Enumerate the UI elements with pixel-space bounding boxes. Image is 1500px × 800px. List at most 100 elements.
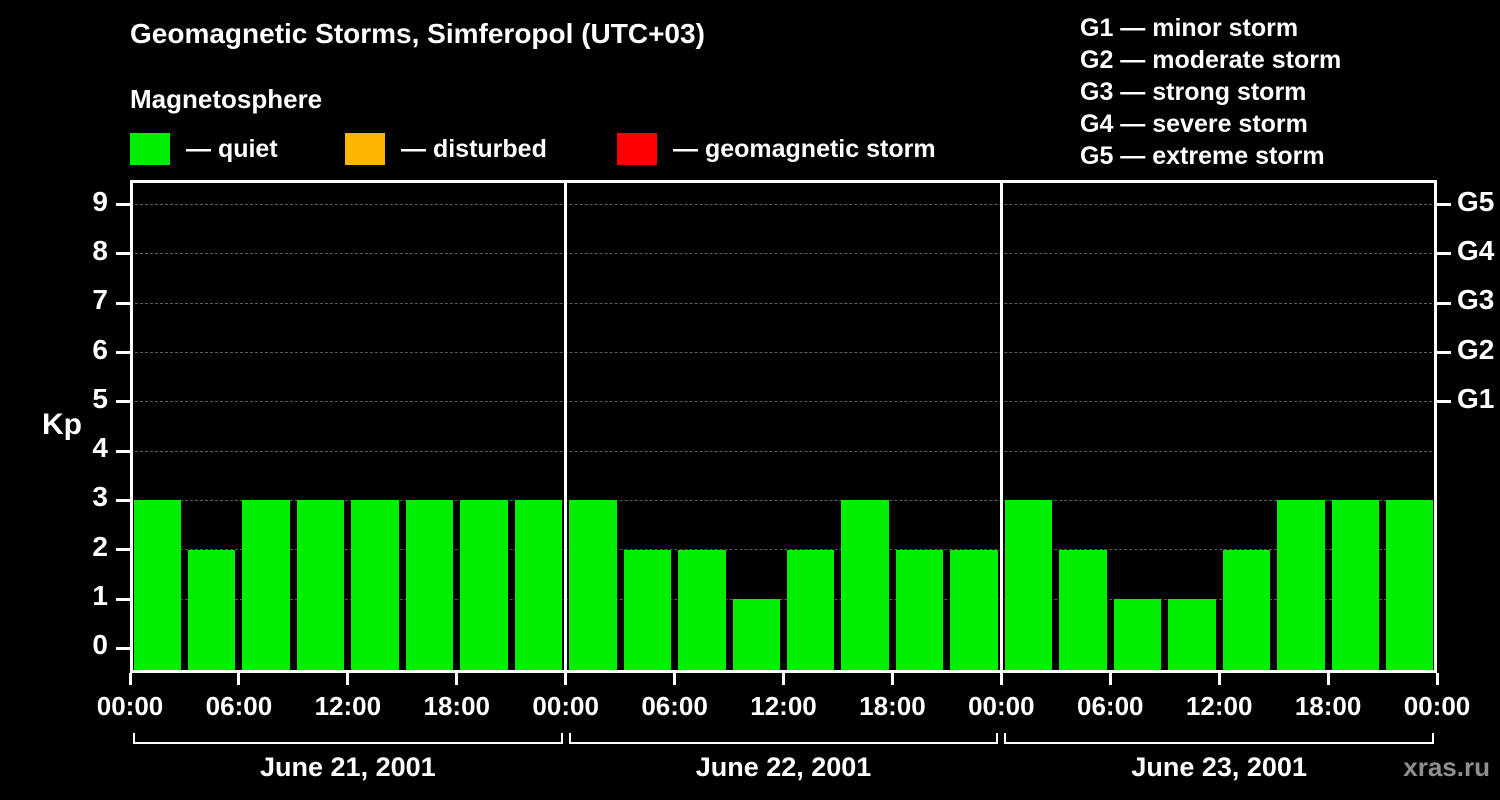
x-tick-label-10: 12:00 — [1185, 691, 1253, 721]
kp-bar-day1-slot6 — [405, 500, 454, 673]
kp-bar-day2-slot7 — [895, 549, 944, 673]
kp-bar-day1-slot2 — [187, 549, 236, 673]
y-tick-kp4 — [116, 449, 130, 453]
y-tick-kp2 — [116, 548, 130, 552]
y-tick-label-kp3: 3 — [92, 481, 108, 513]
x-tick-label-6: 12:00 — [750, 691, 817, 721]
kp-bar-day1-slot8 — [514, 500, 563, 673]
kp-bar-day2-slot8 — [950, 549, 998, 673]
y-tick-label-kp7: 7 — [92, 284, 108, 316]
kp-bar-day3-slot1 — [1004, 500, 1053, 673]
kp-bar-day3-slot4 — [1168, 599, 1216, 673]
kp-bar-day1-slot1 — [133, 500, 181, 673]
kp-bar-day2-slot6 — [841, 500, 889, 673]
x-tick-7 — [890, 673, 894, 685]
x-tick-8 — [999, 673, 1003, 685]
y-tick-kp8 — [116, 252, 130, 256]
right-tick-label-g3: G3 — [1457, 284, 1495, 316]
x-tick-11 — [1326, 673, 1330, 685]
storm-scale-g1: G1 — minor storm — [1080, 14, 1299, 42]
storm-scale-g5: G5 — extreme storm — [1080, 142, 1325, 170]
date-bracket-right-tick-day2 — [996, 733, 999, 742]
gridline-kp7 — [130, 302, 1437, 304]
right-tick-label-g4: G4 — [1457, 234, 1495, 266]
storm-scale-g3: G3 — strong storm — [1080, 78, 1307, 106]
gridline-kp2 — [130, 549, 1437, 551]
kp-bar-day2-slot1 — [569, 500, 617, 673]
x-tick-label-12: 00:00 — [1403, 691, 1471, 721]
y-tick-kp0 — [116, 646, 130, 650]
x-tick-label-11: 18:00 — [1294, 691, 1362, 721]
x-tick-10 — [1217, 673, 1221, 685]
x-tick-4 — [564, 673, 568, 685]
x-tick-label-1: 06:00 — [205, 691, 273, 721]
x-tick-0 — [128, 673, 132, 685]
chart-subtitle: Magnetosphere — [130, 84, 323, 114]
right-tick-g1 — [1437, 400, 1451, 404]
x-tick-label-7: 18:00 — [859, 691, 926, 721]
date-label-day1: June 21, 2001 — [260, 752, 436, 782]
kp-bar-day1-slot5 — [351, 500, 399, 673]
date-bracket-right-tick-day3 — [1432, 733, 1434, 742]
disturbed-color-swatch — [345, 133, 385, 165]
y-tick-label-kp4: 4 — [92, 432, 108, 464]
x-tick-label-9: 06:00 — [1077, 691, 1144, 721]
y-tick-label-kp2: 2 — [92, 530, 108, 562]
x-tick-1 — [237, 673, 241, 685]
y-tick-kp6 — [116, 351, 130, 355]
date-bracket-left-tick-day3 — [1004, 733, 1007, 742]
date-bracket-day2 — [568, 742, 999, 744]
storm-color-swatch — [617, 133, 657, 165]
day-separator-2 — [999, 180, 1003, 673]
y-tick-label-kp5: 5 — [92, 382, 108, 414]
date-bracket-left-tick-day2 — [568, 733, 571, 742]
legend-item-storm: — geomagnetic storm — [617, 132, 936, 166]
y-tick-kp5 — [116, 400, 130, 404]
date-bracket-left-tick-day1 — [133, 733, 135, 742]
right-tick-label-g1: G1 — [1457, 382, 1495, 414]
x-tick-label-8: 00:00 — [968, 691, 1035, 721]
x-tick-2 — [346, 673, 350, 685]
y-tick-label-kp0: 0 — [92, 629, 108, 661]
date-bracket-day1 — [133, 742, 563, 744]
storm-scale-legend: G1 — minor storm G2 — moderate storm G3 … — [1080, 12, 1341, 172]
legend-label-disturbed: — disturbed — [401, 134, 547, 163]
x-tick-label-4: 00:00 — [532, 691, 599, 721]
gridline-kp9 — [130, 204, 1437, 206]
legend-item-quiet: — quiet — [130, 132, 278, 166]
gridline-kp1 — [130, 598, 1437, 600]
x-tick-6 — [782, 673, 785, 685]
right-tick-g5 — [1437, 203, 1451, 207]
quiet-color-swatch — [130, 133, 170, 165]
watermark: xras.ru — [1403, 752, 1490, 782]
x-tick-label-3: 18:00 — [423, 691, 491, 721]
legend-label-quiet: — quiet — [186, 134, 278, 163]
date-bracket-day3 — [1004, 742, 1434, 744]
kp-bar-day3-slot8 — [1386, 500, 1434, 673]
kp-bar-day1-slot4 — [296, 500, 345, 673]
day-separator-1 — [564, 180, 568, 673]
gridline-kp3 — [130, 499, 1437, 501]
x-tick-3 — [455, 673, 459, 685]
y-tick-label-kp6: 6 — [92, 333, 108, 365]
date-label-day3: June 23, 2001 — [1131, 752, 1307, 782]
page-title: Geomagnetic Storms, Simferopol (UTC+03) — [130, 18, 705, 49]
kp-bar-day2-slot5 — [787, 549, 835, 673]
storm-scale-g2: G2 — moderate storm — [1080, 46, 1342, 74]
y-axis-title: Kp — [42, 408, 82, 441]
legend-item-disturbed: — disturbed — [345, 132, 547, 166]
y-tick-label-kp1: 1 — [92, 580, 108, 612]
y-tick-kp7 — [116, 301, 130, 305]
right-tick-g3 — [1437, 301, 1451, 305]
gridline-kp5 — [130, 401, 1437, 403]
gridline-kp4 — [130, 450, 1437, 452]
right-tick-g4 — [1437, 252, 1451, 256]
kp-bar-day2-slot3 — [678, 549, 726, 673]
date-bracket-right-tick-day1 — [560, 733, 563, 742]
kp-bar-day1-slot3 — [242, 500, 290, 673]
gridline-kp8 — [130, 253, 1437, 255]
kp-bar-day3-slot3 — [1113, 599, 1162, 673]
y-tick-kp1 — [116, 597, 130, 601]
kp-bar-day2-slot2 — [623, 549, 672, 673]
